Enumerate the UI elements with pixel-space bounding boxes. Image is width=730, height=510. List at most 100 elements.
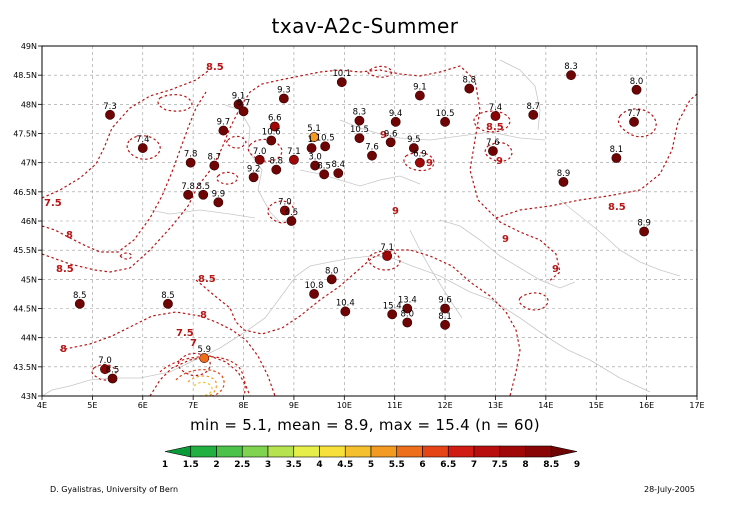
station-marker: [611, 153, 622, 163]
station-value-label: 8.0: [325, 266, 339, 276]
station-value-label: 15.4: [383, 301, 402, 311]
station-value-label: 8.5: [106, 366, 120, 376]
lat-tick-label: 47N: [21, 159, 37, 168]
station-value-label: 7.6: [365, 143, 379, 153]
contour-label-8-west: 8: [66, 230, 73, 241]
station-marker: [233, 99, 244, 110]
station-marker: [488, 146, 498, 156]
lon-tick-label: 16E: [639, 401, 654, 410]
station-marker: [336, 77, 347, 88]
station-marker: [414, 90, 425, 101]
station-marker: [289, 154, 299, 165]
station-value-label: 6.5: [285, 208, 299, 218]
station-marker: [183, 189, 194, 200]
station-marker: [254, 154, 265, 165]
station-value-label: 13.4: [398, 296, 417, 306]
station-value-label: 8.0: [401, 310, 415, 320]
station-marker: [382, 251, 393, 261]
contour-label-9-east: 9: [502, 234, 509, 245]
colorbar-swatch: [190, 445, 217, 458]
colorbar-label: 9: [574, 460, 580, 470]
station-value-label: 8.5: [196, 182, 210, 192]
contour-label-8-5-north: 8.5: [206, 62, 224, 73]
station-value-label: 9.1: [232, 91, 246, 101]
station-marker: [631, 84, 642, 95]
station-value-label: 8.8: [462, 76, 476, 86]
date-stamp: 28-July-2005: [643, 485, 695, 494]
colorbar-label: 2: [213, 460, 219, 470]
author-credit: D. Gyalistras, University of Bern: [50, 485, 179, 494]
station-marker: [218, 125, 229, 136]
station-value-label: 7.0: [98, 356, 112, 366]
station-value-label: 8.8: [270, 157, 284, 167]
lat-tick-label: 45N: [21, 275, 37, 284]
station-value-label: 9.6: [438, 296, 452, 306]
station-value-label: 8.0: [630, 77, 644, 87]
station-marker: [385, 137, 396, 148]
colorbar-label: 6: [419, 460, 425, 470]
station-value-label: 8.7: [208, 153, 222, 163]
lat-tick-label: 48N: [21, 100, 37, 109]
station-marker: [408, 143, 419, 153]
station-value-label: 7.3: [103, 102, 117, 112]
station-value-label: 8.5: [73, 291, 87, 301]
contour-label-8-south: 8: [200, 310, 207, 321]
station-marker: [213, 197, 224, 208]
station-marker: [639, 226, 649, 237]
station-marker: [464, 83, 475, 94]
colorbar-swatch: [241, 445, 269, 458]
station-marker: [320, 141, 331, 152]
colorbar-label: 8: [522, 460, 528, 470]
contour-label-9-bavaria: 9: [380, 130, 387, 141]
station-value-label: 9.7: [217, 118, 231, 128]
lat-tick-label: 44.5N: [13, 305, 37, 314]
station-marker: [402, 303, 413, 314]
station-value-label: 6.9: [413, 150, 427, 160]
station-value-label: 9.2: [247, 164, 261, 174]
station-value-label: 9.6: [384, 129, 398, 139]
colorbar-label: 8.5: [543, 460, 559, 470]
station-value-label: 10.4: [336, 298, 355, 308]
lat-tick-label: 44N: [21, 334, 37, 343]
station-value-label: 5.9: [197, 345, 211, 355]
station-value-label: 9.3: [277, 86, 291, 96]
contour-label-7-south: 7: [190, 338, 197, 349]
lon-tick-label: 13E: [488, 401, 503, 410]
lon-tick-label: 15E: [589, 401, 604, 410]
colorbar-swatch: [293, 445, 320, 458]
colorbar-swatch: [164, 445, 192, 458]
lat-tick-label: 46.5N: [13, 188, 37, 197]
map-axes: 4E 5E 6E 7E 8E 9E 10E 11E 12E 13E 14E 15E 16E 17E 43N 4…: [13, 42, 704, 410]
station-value-label: 8.5: [317, 161, 331, 171]
station-marker: [107, 373, 118, 384]
lat-tick-label: 45.5N: [13, 246, 37, 255]
colorbar-swatch: [319, 445, 346, 458]
lon-tick-label: 5E: [87, 401, 97, 410]
station-markers: 7.37.410.19.39.18.79.7 6.610.6 5.110.51.8.…: [73, 62, 651, 384]
map-grid: [42, 46, 697, 396]
contour-label-9-mid: 9: [392, 206, 399, 217]
lon-tick-label: 11E: [387, 401, 402, 410]
colorbar-swatch: [550, 445, 578, 458]
station-value-label: 3.0: [308, 153, 322, 163]
lon-tick-label: 9E: [289, 401, 299, 410]
station-value-label: 8.3: [564, 62, 578, 72]
colorbar-label: 1.5: [183, 460, 199, 470]
station-value-label: 10.8: [305, 281, 324, 291]
colorbar-swatch: [422, 445, 449, 458]
station-marker: [354, 115, 365, 126]
station-marker: [629, 116, 639, 127]
station-marker: [286, 216, 297, 226]
station-value-label: 7.7: [627, 109, 641, 119]
contour-lines: [41, 65, 698, 397]
station-value-label: 8.7: [237, 98, 251, 108]
colorbar-label: 7.5: [492, 460, 508, 470]
contour-label-8-coast: 8: [60, 344, 67, 355]
station-marker: [309, 132, 319, 142]
lon-tick-label: 4E: [37, 401, 47, 410]
colorbar-label: 6.5: [440, 460, 456, 470]
contour-labels: 8.5 7.5 8 8.5 8.5 8 7.5 8 7 9 9 9 8.5 8.…: [44, 62, 626, 355]
station-value-label: 7.1: [287, 147, 301, 157]
station-value-label: 9.5: [407, 135, 421, 145]
